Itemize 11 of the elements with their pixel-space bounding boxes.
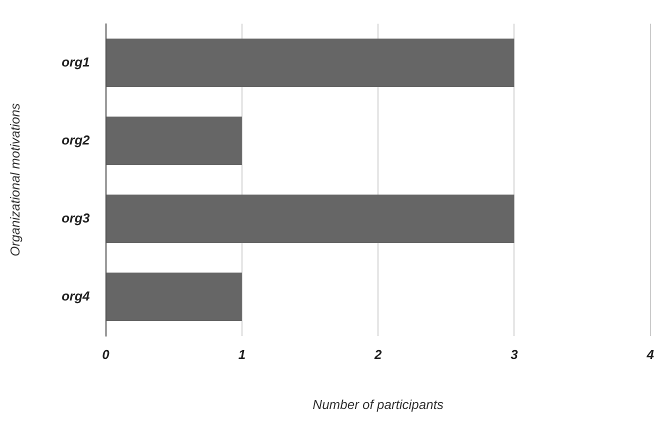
- y-tick-label: org3: [62, 210, 91, 226]
- y-tick-label: org2: [62, 132, 91, 148]
- x-tick-label: 3: [510, 347, 519, 362]
- x-tick-label: 2: [373, 347, 382, 362]
- x-axis-title: Number of participants: [312, 396, 444, 412]
- y-tick-label: org1: [62, 54, 90, 70]
- y-tick-label: org4: [62, 288, 91, 304]
- x-tick-label: 0: [102, 347, 110, 362]
- x-tick-label: 4: [646, 347, 655, 362]
- y-axis-title: Organizational motivations: [7, 102, 22, 256]
- x-tick-label: 1: [238, 347, 246, 362]
